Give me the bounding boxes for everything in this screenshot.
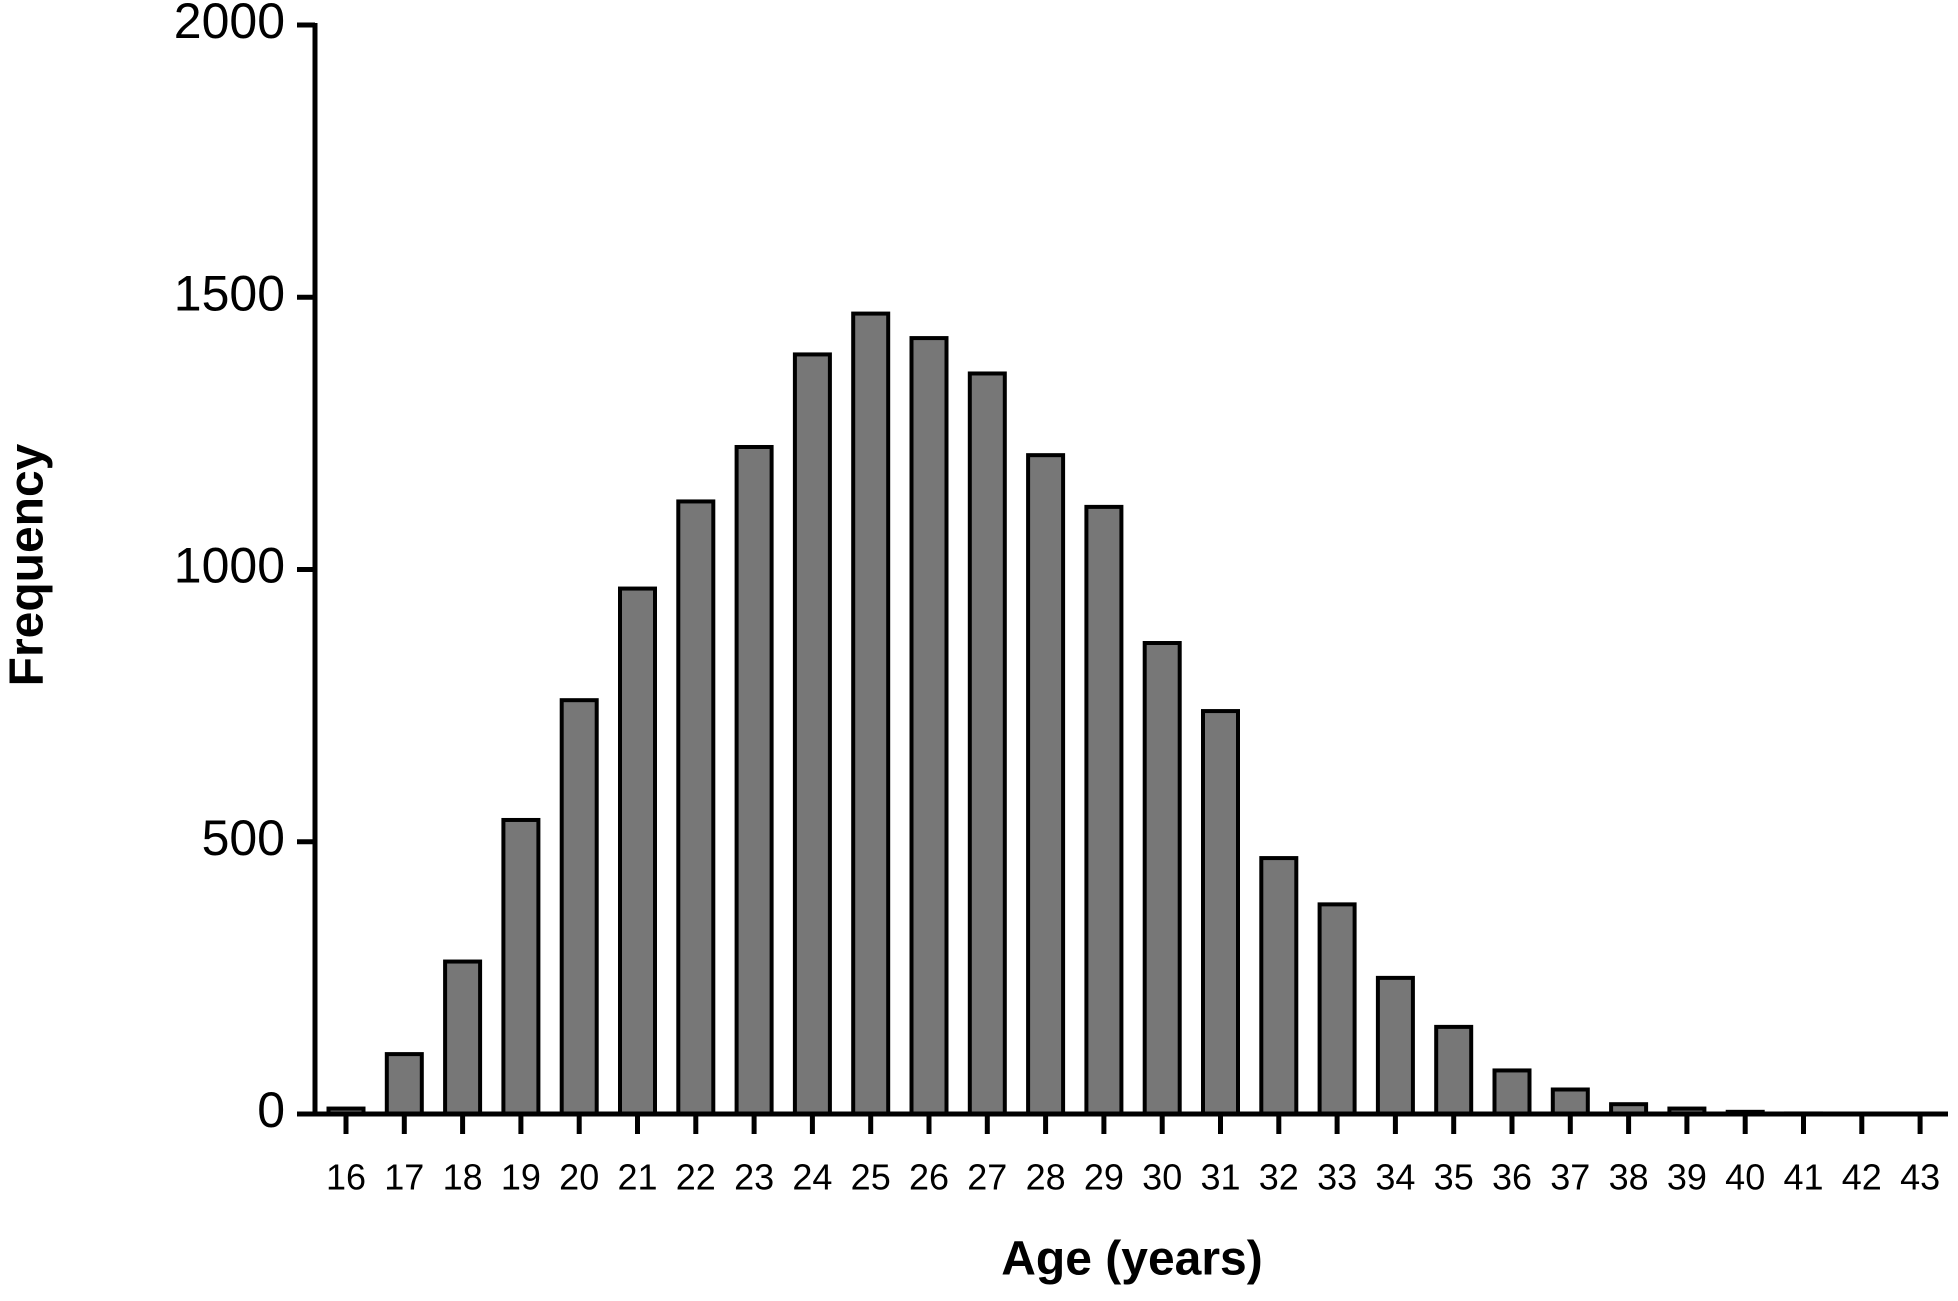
x-tick-label: 20 [559,1157,599,1198]
x-tick-label: 24 [792,1157,832,1198]
bar [1434,1024,1474,1117]
x-tick-label: 42 [1842,1157,1882,1198]
bar [676,499,716,1116]
bar [1317,902,1357,1116]
y-tick-label: 0 [257,1082,285,1138]
x-tick-label: 36 [1492,1157,1532,1198]
bar [734,444,774,1116]
x-tick-label: 25 [851,1157,891,1198]
y-tick-label: 1000 [174,538,285,594]
y-tick-label: 500 [202,810,285,866]
x-tick-label: 38 [1609,1157,1649,1198]
x-tick-label: 22 [676,1157,716,1198]
bar [501,817,541,1116]
x-axis-title: Age (years) [1001,1233,1262,1286]
y-tick-label: 2000 [174,0,285,49]
bar [792,352,832,1116]
bar [967,371,1007,1117]
bar [1492,1068,1532,1116]
bar [443,959,483,1116]
x-tick-label: 23 [734,1157,774,1198]
x-tick-label: 19 [501,1157,541,1198]
bar [1142,641,1182,1116]
x-tick-label: 31 [1200,1157,1240,1198]
bar [559,698,599,1116]
x-tick-label: 32 [1259,1157,1299,1198]
bar [909,336,949,1116]
x-tick-label: 37 [1550,1157,1590,1198]
x-tick-label: 18 [443,1157,483,1198]
bar [1026,453,1066,1116]
bar [1084,504,1124,1116]
bar [851,311,891,1116]
x-tick-label: 43 [1900,1157,1940,1198]
bar [1259,856,1299,1117]
x-tick-label: 30 [1142,1157,1182,1198]
bar [1550,1087,1590,1117]
x-tick-label: 21 [617,1157,657,1198]
x-tick-label: 16 [326,1157,366,1198]
bar [618,586,657,1116]
x-tick-label: 17 [384,1157,424,1198]
x-tick-label: 27 [967,1157,1007,1198]
bar [384,1052,424,1116]
y-axis-title: Frequency [1,443,54,686]
x-tick-label: 34 [1375,1157,1415,1198]
x-tick-label: 39 [1667,1157,1707,1198]
x-tick-label: 33 [1317,1157,1357,1198]
bar [1201,709,1240,1116]
x-tick-label: 26 [909,1157,949,1198]
x-tick-label: 35 [1434,1157,1474,1198]
bar [1375,975,1415,1116]
x-tick-label: 41 [1783,1157,1823,1198]
x-tick-label: 29 [1084,1157,1124,1198]
x-tick-label: 28 [1026,1157,1066,1198]
x-tick-label: 40 [1725,1157,1765,1198]
y-tick-label: 1500 [174,265,285,321]
